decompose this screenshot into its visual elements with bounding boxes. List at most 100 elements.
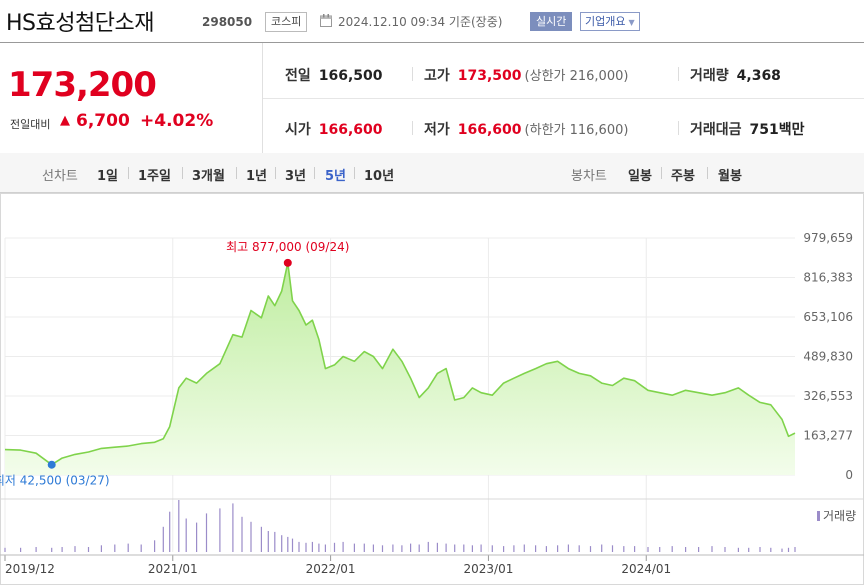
y-tick-label: 653,106 bbox=[803, 310, 853, 324]
volume-bar bbox=[169, 511, 171, 552]
tab-weekly[interactable]: 주봉 bbox=[671, 169, 695, 184]
volume-bar bbox=[491, 545, 493, 552]
volume-bar bbox=[305, 542, 307, 552]
volume-bar bbox=[260, 526, 262, 552]
volume-bar bbox=[353, 543, 355, 552]
volume-bar bbox=[74, 546, 76, 552]
volume-bar bbox=[298, 541, 300, 552]
stock-code: 298050 bbox=[202, 15, 253, 29]
quote-datetime: 2024.12.10 09:34 기준(장중) bbox=[338, 15, 503, 29]
volume-bar bbox=[196, 522, 198, 552]
y-tick-label: 326,553 bbox=[803, 389, 853, 403]
volume-bar bbox=[61, 547, 63, 552]
volume-bar bbox=[318, 543, 320, 552]
stock-header: HS효성첨단소재 298050 코스피 2024.12.10 09:34 기준(… bbox=[0, 0, 864, 42]
upper-limit: (상한가 216,000) bbox=[524, 69, 629, 84]
volume-bar bbox=[601, 544, 603, 552]
volume-bar bbox=[205, 513, 208, 552]
company-info-label: 기업개요 bbox=[585, 15, 626, 28]
stock-name: HS효성첨단소재 bbox=[6, 11, 154, 36]
open-price: 시가 166,600 bbox=[285, 119, 383, 139]
lower-limit: (하한가 116,600) bbox=[524, 123, 629, 138]
tab-3m[interactable]: 3개월 bbox=[192, 169, 225, 184]
prev-close-label: 전일 bbox=[285, 68, 311, 84]
volume-bar bbox=[471, 545, 473, 552]
volume-bar bbox=[557, 545, 559, 552]
volume-bar bbox=[589, 546, 592, 552]
tab-divider bbox=[707, 167, 708, 179]
tab-daily[interactable]: 일봉 bbox=[628, 169, 652, 184]
volume-bar bbox=[51, 547, 53, 552]
volume-bar bbox=[154, 540, 156, 552]
tab-divider bbox=[182, 167, 183, 179]
volume-bar bbox=[418, 544, 420, 552]
divider bbox=[678, 121, 679, 135]
volume-bar bbox=[578, 545, 580, 552]
high-label: 고가 bbox=[424, 68, 450, 84]
volume-bar bbox=[436, 542, 438, 552]
x-tick-label: 2024/01 bbox=[621, 562, 671, 576]
volume-bar bbox=[162, 526, 164, 552]
volume-bar bbox=[372, 544, 374, 552]
price-area bbox=[5, 262, 795, 475]
volume-bar bbox=[363, 543, 365, 552]
calendar-icon bbox=[320, 14, 332, 27]
volume-bar bbox=[381, 545, 384, 552]
volume-bar bbox=[342, 541, 344, 552]
volume-bar bbox=[311, 541, 313, 552]
volume-bar bbox=[659, 547, 661, 552]
volume-bar bbox=[463, 544, 465, 552]
volume-bar bbox=[685, 547, 687, 552]
price-chart: 979,659 816,383 653,106 489,830 326,553 163,2… bbox=[0, 193, 864, 585]
tab-1w[interactable]: 1주일 bbox=[138, 169, 171, 184]
y-tick-label: 489,830 bbox=[803, 350, 853, 364]
market-badge: 코스피 bbox=[265, 12, 308, 32]
volume-bar bbox=[535, 545, 537, 552]
tab-divider bbox=[661, 167, 662, 179]
high-value: 173,500 bbox=[457, 68, 522, 84]
tab-divider bbox=[354, 167, 355, 179]
volume-bar bbox=[711, 546, 713, 552]
volume-bar bbox=[671, 546, 673, 552]
caret-down-icon: ▼ bbox=[628, 18, 635, 27]
divider bbox=[678, 67, 679, 81]
line-chart-label: 선차트 bbox=[42, 169, 78, 184]
max-marker bbox=[283, 258, 292, 267]
price-box: 173,200 전일대비 ▲ 6,700 +4.02% bbox=[0, 43, 263, 153]
change-value: 6,700 bbox=[76, 111, 130, 131]
volume-legend-label: 거래량 bbox=[823, 509, 856, 523]
volume-bar bbox=[4, 547, 6, 552]
volume-bar bbox=[445, 543, 447, 552]
volume-bar bbox=[523, 544, 525, 552]
volume-bar bbox=[770, 547, 772, 552]
company-info-dropdown[interactable]: 기업개요 ▼ bbox=[580, 12, 640, 31]
row-divider bbox=[263, 98, 864, 99]
volume-bar bbox=[454, 544, 456, 552]
tab-10y[interactable]: 10년 bbox=[364, 169, 395, 184]
y-tick-label: 163,277 bbox=[803, 429, 853, 443]
volume-bar bbox=[611, 545, 614, 552]
volume-bar bbox=[748, 547, 750, 552]
tab-divider bbox=[128, 167, 129, 179]
volume-bar bbox=[140, 544, 142, 552]
volume-bar bbox=[287, 536, 289, 552]
open-value: 166,600 bbox=[318, 122, 383, 138]
realtime-button[interactable]: 실시간 bbox=[530, 12, 573, 31]
tab-1d[interactable]: 1일 bbox=[97, 169, 119, 184]
volume-bar bbox=[623, 546, 625, 552]
tab-monthly[interactable]: 월봉 bbox=[718, 169, 742, 184]
trade-value-unit: 백만 bbox=[778, 122, 805, 138]
y-tick-label: 816,383 bbox=[803, 271, 853, 285]
volume-bar bbox=[787, 547, 790, 552]
tab-1y[interactable]: 1년 bbox=[246, 169, 268, 184]
quote-panel: 173,200 전일대비 ▲ 6,700 +4.02% 전일 166,500 고가… bbox=[0, 42, 864, 154]
low-value: 166,600 bbox=[457, 122, 522, 138]
volume-bar bbox=[232, 503, 234, 552]
volume-bar bbox=[267, 531, 269, 552]
tab-5y[interactable]: 5년 bbox=[325, 169, 347, 184]
tab-3y[interactable]: 3년 bbox=[285, 169, 307, 184]
y-tick-label: 0 bbox=[845, 468, 853, 482]
open-label: 시가 bbox=[285, 122, 311, 138]
volume-bar bbox=[333, 542, 336, 552]
volume-bar bbox=[281, 535, 283, 552]
